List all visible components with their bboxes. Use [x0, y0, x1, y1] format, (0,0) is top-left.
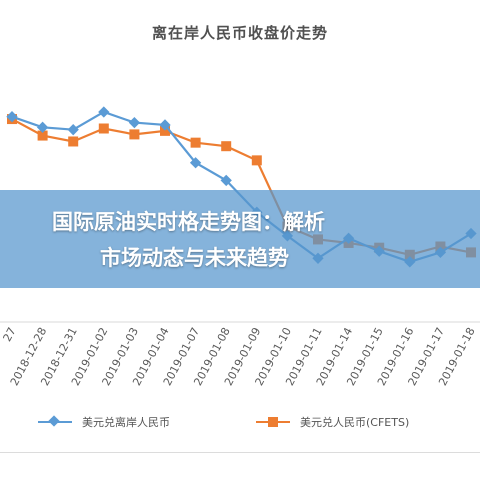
- headline-text: 国际原油实时格走势图：解析 市场动态与未来趋势: [52, 204, 452, 276]
- headline-line-1: 国际原油实时格走势图：解析: [52, 210, 325, 234]
- legend-swatch-diamond-icon: [38, 415, 72, 429]
- legend-swatch-square-icon: [256, 415, 290, 429]
- bottom-divider: [0, 452, 480, 453]
- data-point-offshore-4: [128, 116, 141, 129]
- data-point-cfets-8: [251, 155, 262, 166]
- data-point-cfets-6: [190, 137, 201, 148]
- data-point-cfets-2: [68, 136, 79, 147]
- data-point-offshore-6: [189, 157, 202, 169]
- data-point-cfets-4: [129, 129, 140, 140]
- data-point-offshore-7: [220, 174, 232, 187]
- legend-item-cfets: 美元兑人民币(CFETS): [256, 410, 409, 434]
- x-tick-label: 27: [1, 325, 19, 343]
- chart-title: 离在岸人民币收盘价走势: [151, 24, 328, 42]
- data-point-cfets-3: [98, 123, 109, 134]
- data-point-offshore-1: [36, 121, 49, 133]
- headline-line-2: 市场动态与未来趋势: [100, 246, 289, 270]
- data-point-cfets-5: [160, 125, 170, 136]
- legend-item-offshore: 美元兑离岸人民币: [38, 410, 170, 434]
- chart-legend: 美元兑离岸人民币 美元兑人民币(CFETS): [0, 410, 480, 434]
- headline-banner: [0, 190, 480, 288]
- data-point-offshore-2: [67, 124, 79, 136]
- data-point-offshore-3: [98, 106, 110, 118]
- data-point-cfets-7: [221, 141, 232, 152]
- legend-label-cfets: 美元兑人民币(CFETS): [300, 416, 410, 429]
- data-point-cfets-1: [37, 130, 48, 141]
- legend-label-offshore: 美元兑离岸人民币: [82, 416, 170, 429]
